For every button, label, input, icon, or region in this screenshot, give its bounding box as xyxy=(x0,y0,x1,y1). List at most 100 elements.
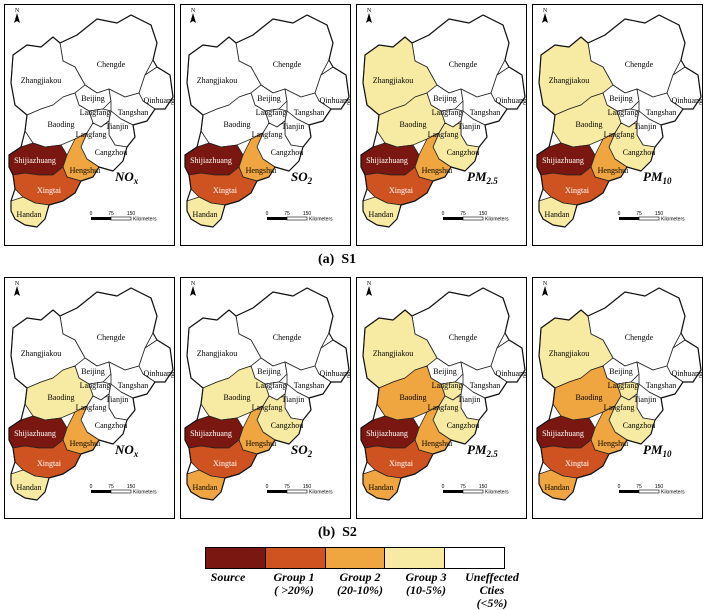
map-svg: N Chengde Zhangjiakou Beijing Qinhuangdao Lan… xyxy=(357,278,527,519)
map-svg: N Chengde Zhangjiakou Beijing Qinhuangdao Lan… xyxy=(5,278,175,519)
scale-bar-unit: Kilometers xyxy=(485,217,509,223)
scale-bar-segment xyxy=(619,490,639,493)
city-label-shijiazhuang: Shijiazhuang xyxy=(366,429,408,438)
scale-bar-tick: 0 xyxy=(90,211,93,217)
city-label-beijing: Beijing xyxy=(257,367,281,376)
city-label-chengde: Chengde xyxy=(97,333,126,342)
city-label-handan: Handan xyxy=(17,210,42,219)
city-label-tangshan: Tangshan xyxy=(118,381,149,390)
map-panel-a-nox: N Chengde Zhangjiakou Beijing Qinhuangdao Lan… xyxy=(4,4,175,246)
north-arrow-label: N xyxy=(191,281,196,287)
north-arrow-label: N xyxy=(367,8,372,14)
city-label-shijiazhuang: Shijiazhuang xyxy=(190,429,232,438)
legend-swatch-source xyxy=(206,548,266,568)
city-label-shijiazhuang: Shijiazhuang xyxy=(366,156,408,165)
row-label-s1: (a) S1 xyxy=(318,252,356,268)
north-arrow-icon xyxy=(366,13,372,23)
city-label-chengde: Chengde xyxy=(449,333,478,342)
pollutant-label: PM10 xyxy=(643,442,672,459)
city-label-hengshui: Hengshui xyxy=(422,439,453,448)
map-panel-b-pm2-5: N Chengde Zhangjiakou Beijing Qinhuangdao Lan… xyxy=(356,277,527,519)
city-label-qinhuangdao: Qinhuangdao xyxy=(143,369,175,378)
city-label-chengde: Chengde xyxy=(273,60,302,69)
city-label-chengde: Chengde xyxy=(97,60,126,69)
map-svg: N Chengde Zhangjiakou Beijing Qinhuangdao Lan… xyxy=(357,5,527,246)
north-arrow-label: N xyxy=(191,8,196,14)
map-panel-a-so2: N Chengde Zhangjiakou Beijing Qinhuangdao Lan… xyxy=(180,4,351,246)
north-arrow-label: N xyxy=(543,8,548,14)
city-label-tianjin: Tianjin xyxy=(458,395,481,404)
city-label-hengshui: Hengshui xyxy=(246,166,277,175)
city-label-qinhuangdao: Qinhuangdao xyxy=(671,96,703,105)
scale-bar-segment xyxy=(287,490,307,493)
city-label-xingtai: Xingtai xyxy=(37,186,62,195)
city-label-langfang: Langfang xyxy=(432,108,463,117)
city-label-langfang: Langfang xyxy=(608,381,639,390)
north-arrow-icon xyxy=(190,286,196,296)
city-label-beijing: Beijing xyxy=(609,94,633,103)
city-label-zhangjiakou: Zhangjiakou xyxy=(373,349,413,358)
scale-bar-tick: 0 xyxy=(442,211,445,217)
map-svg: N Chengde Zhangjiakou Beijing Qinhuangdao Lan… xyxy=(181,5,351,246)
north-arrow-label: N xyxy=(15,8,20,14)
north-arrow-icon xyxy=(190,13,196,23)
scale-bar-segment xyxy=(463,490,483,493)
city-label-chengde: Chengde xyxy=(625,333,654,342)
city-label-handan: Handan xyxy=(193,483,218,492)
city-label-langfang: Langfang xyxy=(608,108,639,117)
city-label-tianjin: Tianjin xyxy=(106,122,129,131)
city-label-qinhuangdao: Qinhuangdao xyxy=(495,369,527,378)
city-label-handan: Handan xyxy=(545,483,570,492)
pollutant-label: PM2.5 xyxy=(467,442,498,459)
city-label-cangzhou: Cangzhou xyxy=(271,148,303,157)
row-label-letter: (a) xyxy=(318,252,334,267)
north-arrow-icon xyxy=(14,13,20,23)
city-label-cangzhou: Cangzhou xyxy=(95,421,127,430)
city-label-cangzhou: Cangzhou xyxy=(447,421,479,430)
city-label-xingtai: Xingtai xyxy=(565,459,590,468)
city-label-zhangjiakou: Zhangjiakou xyxy=(197,349,237,358)
scale-bar-unit: Kilometers xyxy=(661,490,685,496)
scale-bar-unit: Kilometers xyxy=(485,490,509,496)
city-label-zhangjiakou: Zhangjiakou xyxy=(21,349,61,358)
city-label-xingtai: Xingtai xyxy=(565,186,590,195)
city-label-baoding: Baoding xyxy=(399,120,426,129)
city-label-tangshan: Tangshan xyxy=(118,108,149,117)
legend-swatch-group3 xyxy=(385,548,445,568)
north-arrow-label: N xyxy=(367,281,372,287)
map-svg: N Chengde Zhangjiakou Beijing Qinhuangdao Lan… xyxy=(533,278,703,519)
city-label-tangshan: Tangshan xyxy=(470,381,501,390)
city-label-zhangjiakou: Zhangjiakou xyxy=(549,349,589,358)
city-label-baoding: Baoding xyxy=(223,120,250,129)
city-label-beijing: Beijing xyxy=(609,367,633,376)
city-label-zhangjiakou: Zhangjiakou xyxy=(549,76,589,85)
legend-swatch-group2 xyxy=(326,548,386,568)
city-label-hengshui: Hengshui xyxy=(598,166,629,175)
city-label-baoding: Baoding xyxy=(47,393,74,402)
legend-label-source: Source xyxy=(195,571,261,610)
legend-label-group3: Group 3 (10-5%) xyxy=(393,571,459,610)
north-arrow-icon xyxy=(542,286,548,296)
pollutant-label: SO2 xyxy=(291,442,313,459)
scale-bar-tick: 75 xyxy=(108,211,114,217)
pollutant-label: PM10 xyxy=(643,169,672,186)
city-label-cangzhou: Cangzhou xyxy=(447,148,479,157)
city-label-langfang: Langfang xyxy=(252,403,283,412)
city-label-chengde: Chengde xyxy=(273,333,302,342)
legend-labels: Source Group 1( >20%) Group 2 (20-10%) Gr… xyxy=(195,571,525,610)
scale-bar-tick: 0 xyxy=(618,211,621,217)
city-label-shijiazhuang: Shijiazhuang xyxy=(14,156,56,165)
city-label-xingtai: Xingtai xyxy=(389,459,414,468)
city-label-langfang: Langfang xyxy=(432,381,463,390)
scale-bar-unit: Kilometers xyxy=(133,490,157,496)
pollutant-label: NOx xyxy=(114,169,139,186)
city-label-qinhuangdao: Qinhuangdao xyxy=(319,96,351,105)
row-label-s2: (b) S2 xyxy=(318,525,357,541)
city-label-tianjin: Tianjin xyxy=(458,122,481,131)
row-label-name: S1 xyxy=(341,252,356,267)
scale-bar-segment xyxy=(639,217,659,220)
city-label-langfang: Langfang xyxy=(428,403,459,412)
map-svg: N Chengde Zhangjiakou Beijing Qinhuangdao Lan… xyxy=(181,278,351,519)
city-label-langfang: Langfang xyxy=(80,381,111,390)
city-label-cangzhou: Cangzhou xyxy=(271,421,303,430)
